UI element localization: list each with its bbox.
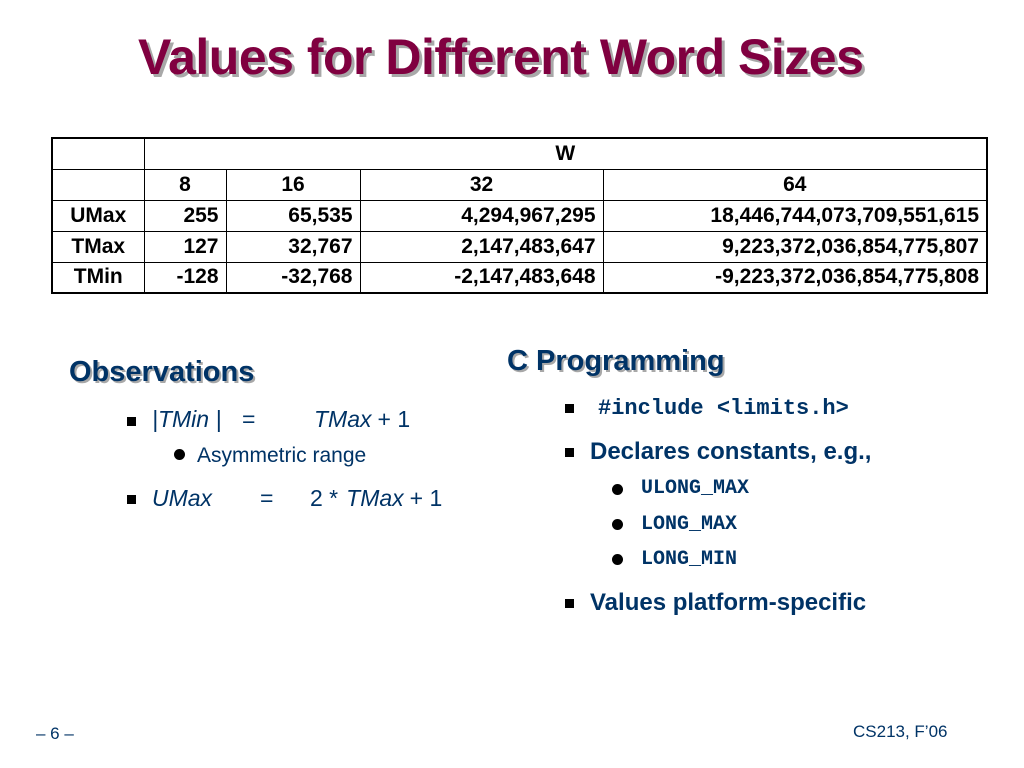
platform-specific-text: Values platform-specific — [590, 589, 867, 616]
equation-equals: = — [260, 485, 274, 511]
round-bullet-icon — [612, 554, 623, 565]
equation-rest: + 1 — [377, 406, 411, 432]
table-group-header: W — [143, 137, 988, 170]
equation-equals: = — [242, 406, 256, 432]
observation-umax-equation: UMax = 2 * TMax + 1 — [152, 485, 442, 512]
equation-lhs: |TMin | — [152, 406, 222, 432]
table-header-row: W — [51, 137, 988, 170]
square-bullet-icon — [127, 495, 136, 504]
c-programming-heading: C Programming — [507, 345, 725, 377]
table-cell: 32,767 — [225, 230, 361, 263]
column-header: 8 — [143, 168, 227, 201]
table-cell: 65,535 — [225, 199, 361, 232]
table-cell: -32,768 — [225, 261, 361, 294]
square-bullet-icon — [565, 599, 574, 608]
table-cell: -128 — [143, 261, 227, 294]
column-header: 64 — [602, 168, 988, 201]
table-row: UMax 255 65,535 4,294,967,295 18,446,744… — [51, 199, 988, 232]
table-cell: -9,223,372,036,854,775,808 — [602, 261, 988, 294]
course-label: CS213, F’06 — [853, 722, 948, 741]
round-bullet-icon — [174, 449, 185, 460]
table-cell: -2,147,483,648 — [359, 261, 604, 294]
asymmetric-range-note: Asymmetric range — [197, 444, 367, 467]
table-column-row: 8 16 32 64 — [51, 168, 988, 201]
table-cell: 18,446,744,073,709,551,615 — [602, 199, 988, 232]
observations-heading: Observations — [69, 356, 255, 388]
column-header: 16 — [225, 168, 361, 201]
row-label: UMax — [51, 199, 145, 232]
row-label: TMin — [51, 261, 145, 294]
table-corner-cell — [51, 137, 145, 170]
table-cell: 2,147,483,647 — [359, 230, 604, 263]
declares-constants-text: Declares constants, e.g., — [590, 438, 872, 465]
round-bullet-icon — [612, 484, 623, 495]
table-corner-cell — [51, 168, 145, 201]
constant-ulong-max: ULONG_MAX — [641, 477, 750, 500]
include-directive: #include <limits.h> — [598, 396, 849, 421]
equation-var: TMax — [314, 406, 372, 432]
row-label: TMax — [51, 230, 145, 263]
table-cell: 9,223,372,036,854,775,807 — [602, 230, 988, 263]
equation-var: TMax — [346, 485, 404, 511]
page-number: – 6 – — [36, 724, 74, 743]
table-cell: 127 — [143, 230, 227, 263]
observation-tmin-equation: |TMin | = TMax + 1 — [152, 406, 410, 433]
round-bullet-icon — [612, 519, 623, 530]
slide-title: Values for Different Word Sizes — [138, 29, 864, 85]
square-bullet-icon — [565, 448, 574, 457]
equation-lhs: UMax — [152, 485, 213, 511]
table-cell: 4,294,967,295 — [359, 199, 604, 232]
column-header: 32 — [359, 168, 604, 201]
table-cell: 255 — [143, 199, 227, 232]
constant-long-min: LONG_MIN — [641, 548, 738, 571]
table-row: TMin -128 -32,768 -2,147,483,648 -9,223,… — [51, 261, 988, 294]
constant-long-max: LONG_MAX — [641, 513, 738, 536]
equation-rest: + 1 — [409, 485, 443, 511]
square-bullet-icon — [127, 417, 136, 426]
equation-num: 2 * — [310, 485, 339, 511]
square-bullet-icon — [565, 404, 574, 413]
table-row: TMax 127 32,767 2,147,483,647 9,223,372,… — [51, 230, 988, 263]
word-size-table: W 8 16 32 64 UMax 255 65,535 4,294,967,2… — [51, 137, 988, 294]
